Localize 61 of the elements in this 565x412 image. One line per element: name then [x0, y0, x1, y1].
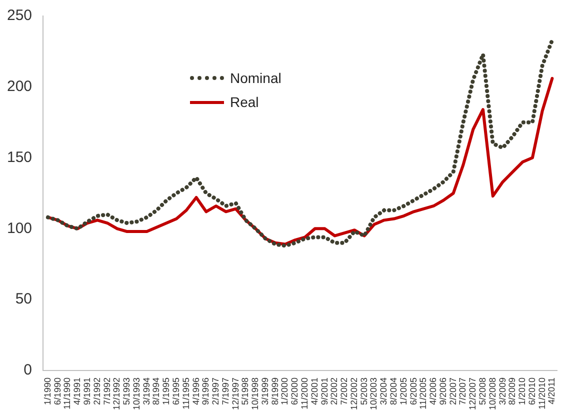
x-tick-label: 4/2006	[428, 377, 438, 405]
x-tick-label: 1/2010	[517, 377, 528, 405]
x-tick-label: 5/2008	[477, 377, 488, 405]
x-tick-label: 2/1997	[210, 377, 221, 405]
x-tick-label: 12/2002	[348, 377, 359, 410]
x-tick-label: 2/2002	[329, 377, 340, 405]
y-tick-label: 150	[6, 148, 32, 166]
y-tick-label: 0	[24, 362, 32, 379]
legend-label: Nominal	[230, 70, 282, 86]
x-tick-label: 1/1995	[161, 377, 172, 405]
x-tick-label: 8/1999	[270, 377, 280, 405]
x-tick-label: 12/2007	[468, 377, 478, 410]
line-series	[46, 38, 554, 248]
x-tick-label: 7/1997	[220, 377, 230, 405]
x-tick-label: 5/2003	[358, 377, 369, 405]
x-tick-label: 3/2009	[497, 377, 508, 405]
x-tick-label: 12/1992	[112, 377, 122, 410]
x-tick-label: 8/1994	[151, 377, 162, 405]
x-tick-label: 2/1992	[92, 377, 102, 405]
x-tick-label: 10/1993	[131, 377, 142, 410]
y-tick-label: 200	[6, 78, 32, 96]
x-tick-label: 2/2007	[448, 377, 458, 405]
x-tick-label: 1/2000	[280, 377, 290, 405]
x-tick-label: 11/2010	[536, 377, 547, 410]
x-tick-label: 4/2011	[546, 377, 557, 404]
x-tick-label: 11/2000	[300, 377, 310, 410]
x-tick-label: 4/1991	[72, 377, 82, 405]
x-tick-label: 9/2006	[438, 377, 448, 405]
x-tick-label: 3/1994	[141, 377, 152, 405]
x-tick-label: 9/1996	[200, 377, 211, 405]
x-tick-label: 6/2010	[526, 377, 537, 405]
x-tick-label: 10/2003	[368, 377, 379, 410]
x-tick-label: 9/2001	[319, 377, 330, 405]
x-tick-label: 7/1992	[102, 377, 112, 405]
y-tick-label: 250	[6, 7, 32, 24]
x-tick-label: 4/2001	[309, 377, 320, 405]
y-tick-label: 100	[6, 220, 32, 237]
x-tick-label: 6/2000	[290, 377, 300, 405]
x-tick-label: 10/1998	[250, 377, 260, 410]
x-tick-label: 12/1997	[230, 377, 240, 410]
x-tick-label: 9/1991	[82, 377, 92, 405]
x-tick-label: 6/1995	[170, 377, 181, 405]
x-tick-label: 1/1990	[42, 377, 52, 405]
x-tick-label: 4/1996	[190, 377, 201, 405]
x-tick-label: 6/1990	[52, 377, 62, 405]
x-tick-label: 3/2004	[378, 377, 389, 405]
x-tick-label: 3/1999	[260, 377, 270, 405]
x-tick-label: 7/2002	[339, 377, 350, 405]
x-tick-label: 6/2005	[408, 377, 418, 405]
x-tick-label: 11/2005	[418, 377, 428, 410]
legend-label: Real	[230, 94, 259, 110]
y-tick-label: 50	[15, 290, 32, 308]
x-tick-label: 5/1993	[122, 377, 132, 405]
x-tick-label: 10/2008	[487, 377, 498, 410]
x-tick-label: 5/1998	[240, 377, 250, 405]
x-tick-label: 8/2009	[507, 377, 518, 405]
x-tick-label: 8/2004	[388, 377, 398, 405]
x-tick-label: 11/1995	[180, 377, 191, 410]
x-tick-label: 11/1990	[62, 377, 72, 410]
x-tick-label: 7/2007	[458, 377, 468, 405]
x-tick-label: 1/2005	[398, 377, 408, 405]
